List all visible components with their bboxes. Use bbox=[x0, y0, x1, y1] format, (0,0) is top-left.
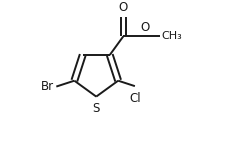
Text: Br: Br bbox=[41, 80, 54, 93]
Text: O: O bbox=[119, 1, 128, 14]
Text: CH₃: CH₃ bbox=[161, 31, 182, 41]
Text: O: O bbox=[140, 21, 150, 34]
Text: Cl: Cl bbox=[129, 92, 141, 105]
Text: S: S bbox=[92, 102, 100, 115]
